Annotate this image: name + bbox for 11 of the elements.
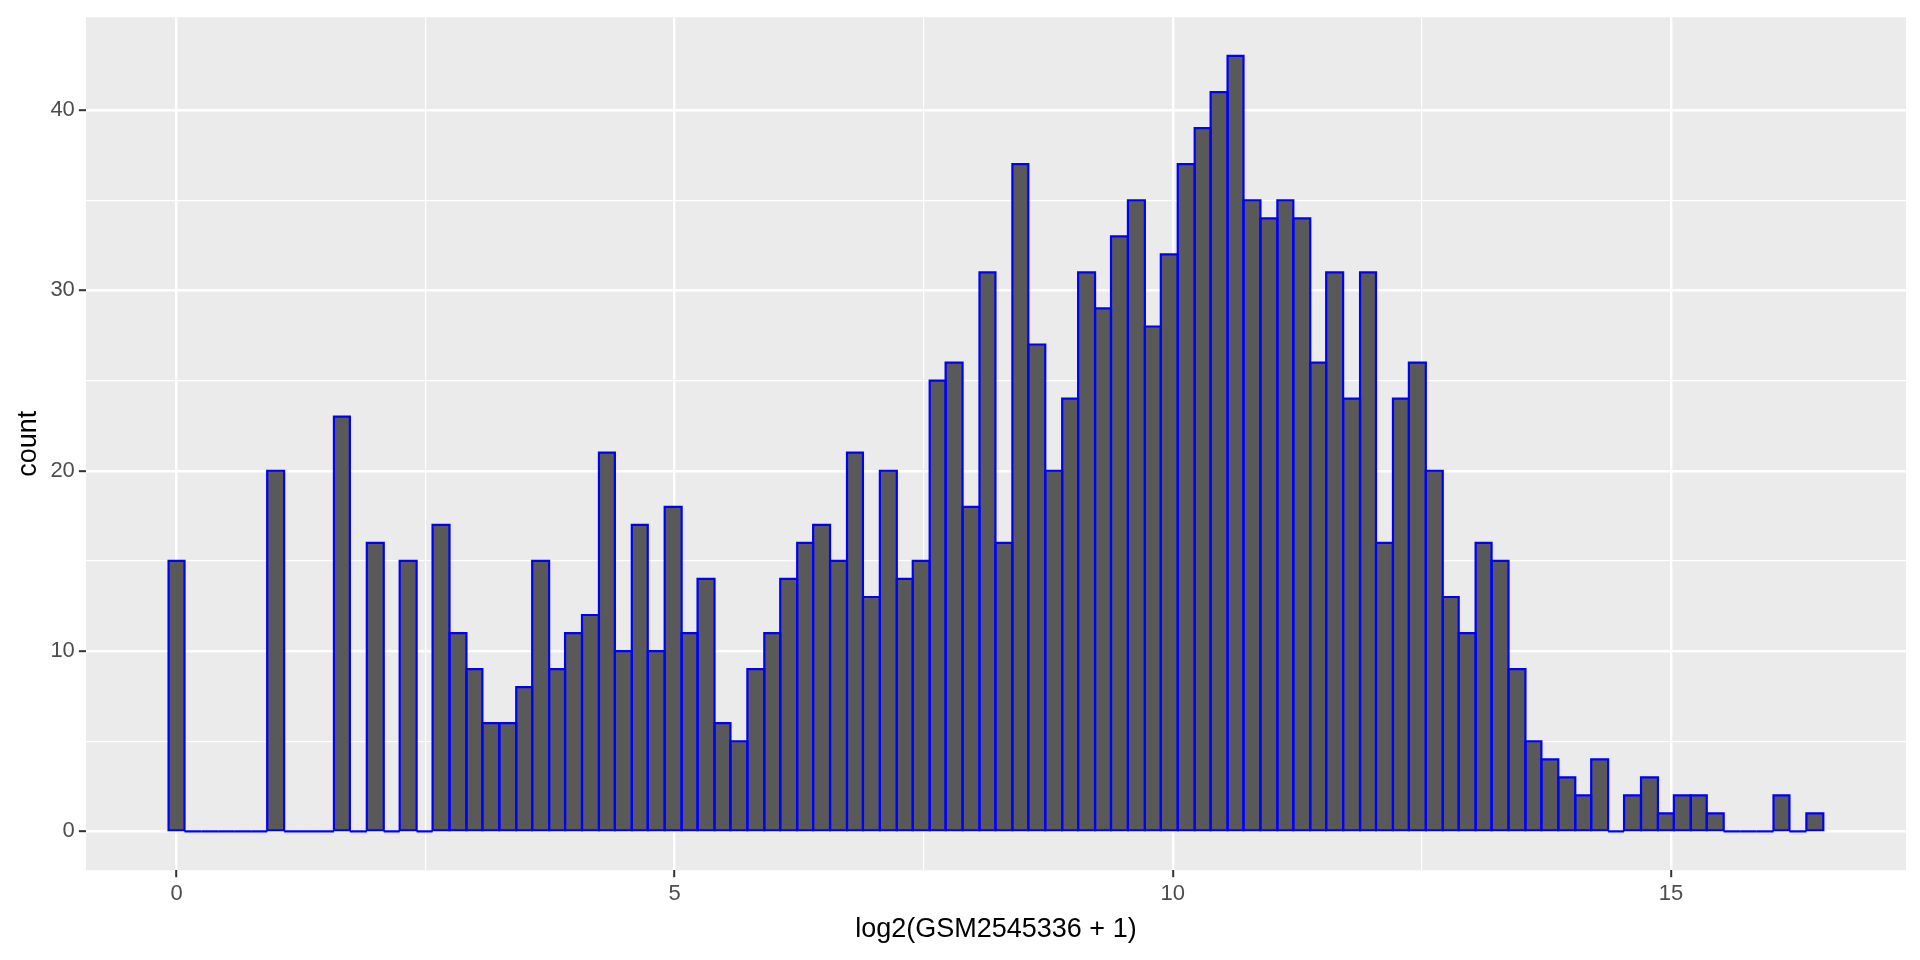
- y-tick-label: 10: [50, 637, 75, 663]
- x-tick-label: 15: [1658, 880, 1684, 906]
- x-tick-label: 5: [668, 880, 681, 906]
- y-tick-label: 20: [50, 456, 75, 482]
- y-tick-label: 0: [62, 817, 75, 843]
- y-tick-label: 40: [50, 96, 75, 122]
- x-tick-label: 0: [170, 880, 183, 906]
- x-tick-label: 10: [1160, 880, 1186, 906]
- y-axis-title: count: [11, 410, 42, 477]
- x-axis-title: log2(GSM2545336 + 1): [855, 913, 1137, 944]
- y-tick-label: 30: [50, 276, 75, 302]
